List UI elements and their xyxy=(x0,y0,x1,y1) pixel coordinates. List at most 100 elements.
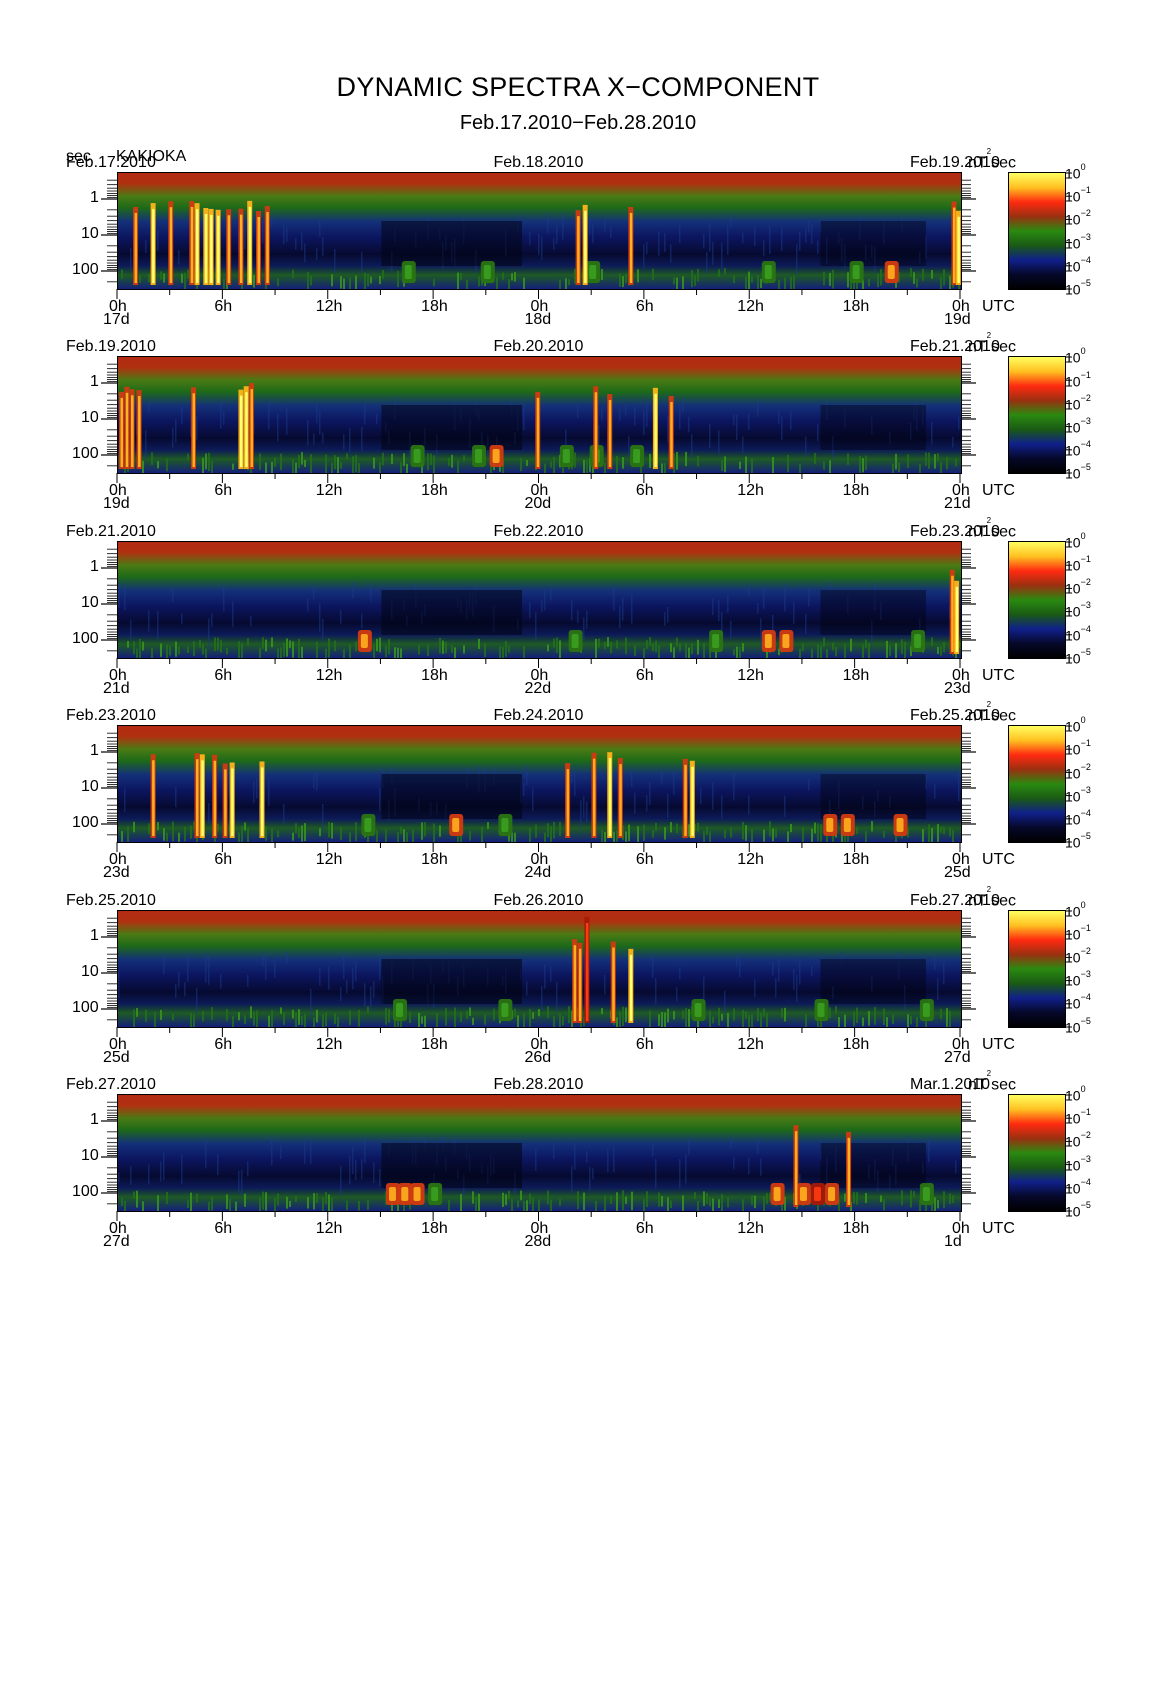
x-tick-label: 0h xyxy=(530,851,549,869)
x-tick-label: 6h xyxy=(635,298,654,315)
date-label-end: Mar.1.2010 xyxy=(910,1076,991,1093)
x-tick-label: 12h xyxy=(315,1035,343,1053)
spectrogram xyxy=(117,725,962,844)
x-tick-label: 0h xyxy=(952,482,970,500)
y-tick-label: 10 xyxy=(81,1147,99,1164)
spectrogram-image xyxy=(118,1095,961,1211)
spectrogram xyxy=(117,172,962,290)
y-tick-label: 10 xyxy=(81,593,99,611)
y-tick-label: 1 xyxy=(90,926,99,944)
colorbar xyxy=(1008,909,1066,1028)
colorbar-tick-label: 10−3 xyxy=(1065,969,1091,989)
y-tick-label: 10 xyxy=(81,225,99,242)
date-label-mid: Feb.26.2010 xyxy=(493,891,584,909)
spectrum-panel: Feb.21.2010 Feb.22.2010 Feb.23.2010 nT2sec 1… xyxy=(0,516,1156,703)
axis-ticks xyxy=(101,172,1072,299)
colorbar-tick-label: 100 xyxy=(1065,346,1086,367)
x-tick-label: 18h xyxy=(842,851,870,869)
day-label-start: 25d xyxy=(103,1048,130,1066)
y-tick-label: 1 xyxy=(90,1111,99,1128)
x-tick-label: 0h xyxy=(109,482,127,500)
x-tick-label: 0h xyxy=(109,666,127,684)
spectrum-panel: Feb.19.2010 Feb.20.2010 Feb.21.2010 nT2sec 1… xyxy=(0,331,1156,518)
colorbar-tick-label: 10−2 xyxy=(1065,208,1091,229)
chart-subtitle: Feb.17.2010−Feb.28.2010 xyxy=(459,112,697,134)
day-label-mid: 22d xyxy=(524,679,552,697)
colorbar-tick-label: 10−4 xyxy=(1065,1176,1091,1197)
date-label-mid: Feb.28.2010 xyxy=(493,1076,584,1093)
y-tick-label: 1 xyxy=(90,189,99,206)
colorbar-tick-label: 10−2 xyxy=(1065,1130,1091,1151)
date-label-mid: Feb.24.2010 xyxy=(493,707,584,725)
x-tick-label: 0h xyxy=(530,666,549,684)
spectrum-panel: Feb.23.2010 Feb.24.2010 Feb.25.2010 nT2sec 1… xyxy=(0,700,1156,887)
colorbar-tick-label: 10−3 xyxy=(1065,784,1091,805)
axis-ticks xyxy=(101,356,1072,484)
y-tick-label: 100 xyxy=(72,814,99,832)
x-tick-label: 6h xyxy=(214,851,233,869)
x-tick-label: 0h xyxy=(952,666,970,684)
x-tick-label: 18h xyxy=(842,666,870,684)
day-label-end: 1d xyxy=(944,1233,962,1250)
colorbar-tick-label: 10−4 xyxy=(1065,992,1091,1013)
date-label-start: Feb.27.2010 xyxy=(66,1076,156,1093)
x-tick-label: 0h xyxy=(952,1035,970,1053)
day-label-end: 23d xyxy=(944,679,971,697)
x-tick-label: 12h xyxy=(737,482,764,500)
colorbar xyxy=(1008,172,1066,290)
day-label-start: 27d xyxy=(103,1233,130,1250)
day-label-mid: 24d xyxy=(524,864,552,882)
x-tick-label: 6h xyxy=(635,1035,654,1053)
day-label-mid: 18d xyxy=(524,311,552,328)
x-tick-label: 0h xyxy=(109,1035,127,1053)
colorbar-tick-label: 10−1 xyxy=(1065,1107,1091,1127)
x-tick-label: 18h xyxy=(842,482,870,500)
date-label-start: Feb.17.2010 xyxy=(66,154,156,171)
y-tick-label: 100 xyxy=(72,629,99,647)
colorbar xyxy=(1008,1094,1066,1212)
colorbar xyxy=(1008,725,1066,844)
colorbar xyxy=(1008,356,1066,475)
date-label-end: Feb.23.2010 xyxy=(910,522,1000,540)
x-axis-unit-label: UTC xyxy=(982,851,1015,869)
day-label-end: 19d xyxy=(944,311,971,328)
date-label-start: Feb.19.2010 xyxy=(66,338,156,356)
day-label-end: 27d xyxy=(944,1048,971,1066)
x-tick-label: 6h xyxy=(635,482,654,500)
y-tick-label: 1 xyxy=(90,373,99,391)
x-tick-label: 12h xyxy=(737,298,764,315)
day-label-start: 21d xyxy=(103,679,130,697)
date-label-end: Feb.19.2010 xyxy=(910,154,1000,171)
x-tick-label: 6h xyxy=(214,1220,233,1237)
x-tick-label: 6h xyxy=(214,298,233,315)
x-tick-label: 12h xyxy=(737,666,764,684)
colorbar-tick-label: 10−3 xyxy=(1065,415,1091,436)
x-tick-label: 6h xyxy=(214,482,233,500)
x-axis-unit-label: UTC xyxy=(982,666,1015,684)
x-tick-label: 18h xyxy=(842,1035,870,1053)
x-tick-label: 6h xyxy=(635,666,654,684)
x-tick-label: 0h xyxy=(530,482,549,500)
x-tick-label: 0h xyxy=(952,298,970,315)
colorbar-tick-label: 10−5 xyxy=(1065,1200,1091,1220)
day-label-start: 19d xyxy=(103,495,130,513)
x-tick-label: 0h xyxy=(109,298,127,315)
colorbar-tick-label: 10−4 xyxy=(1065,623,1091,644)
colorbar-tick-label: 10−2 xyxy=(1065,392,1091,413)
spectrogram xyxy=(117,540,962,659)
x-tick-label: 6h xyxy=(635,851,654,869)
colorbar-tick-label: 10−4 xyxy=(1065,439,1091,459)
spectrogram xyxy=(117,356,962,475)
spectrum-panel: Feb.25.2010 Feb.26.2010 Feb.27.2010 nT2sec 1… xyxy=(0,885,1156,1072)
date-label-end: Feb.21.2010 xyxy=(910,338,1000,356)
date-label-start: Feb.21.2010 xyxy=(66,522,156,540)
colorbar-tick-label: 10−3 xyxy=(1065,1153,1091,1174)
spectrogram-image xyxy=(118,726,961,843)
x-tick-label: 18h xyxy=(421,1220,448,1237)
x-tick-label: 6h xyxy=(214,666,233,684)
station-label: KAKIOKA xyxy=(116,148,187,165)
x-tick-label: 0h xyxy=(109,851,127,869)
x-tick-label: 12h xyxy=(315,298,343,315)
colorbar-tick-label: 10−2 xyxy=(1065,945,1091,966)
day-label-start: 23d xyxy=(103,864,130,882)
